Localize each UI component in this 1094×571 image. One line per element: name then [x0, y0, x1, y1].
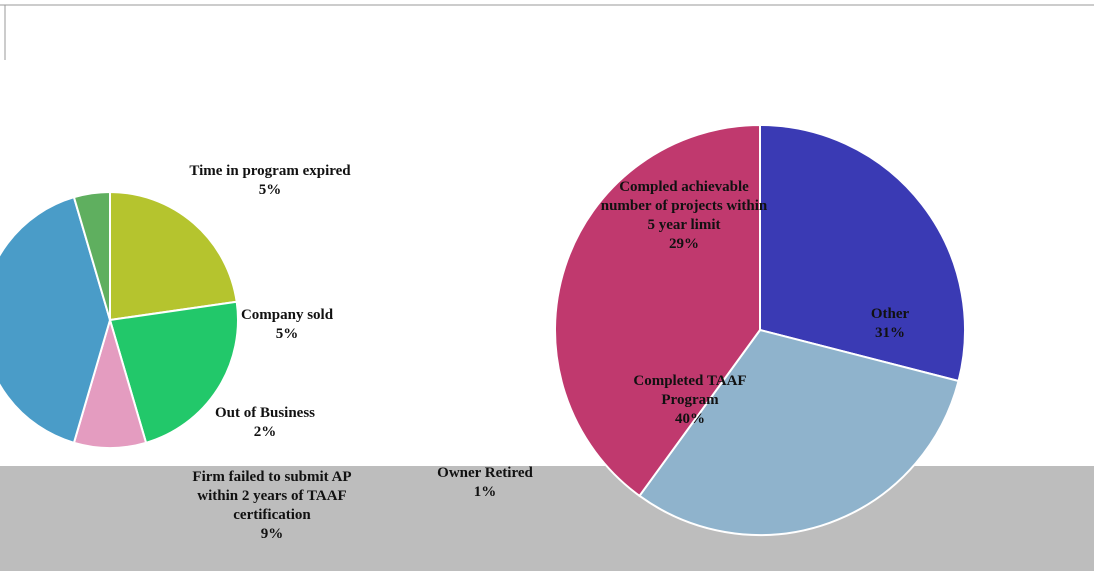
category-label: Completed TAAF Program [633, 373, 747, 408]
pie-slice [108, 300, 239, 445]
slice-label: Time in program expired 5% [160, 162, 380, 200]
value-label: 31% [875, 325, 905, 341]
pie-slice [72, 190, 111, 321]
pie-slice [554, 123, 761, 498]
pie-slice [759, 123, 966, 383]
background-band [0, 466, 1094, 571]
slice-label: Out of Business 2% [185, 404, 345, 442]
value-label: 5% [275, 326, 299, 342]
category-label: Other [870, 306, 910, 322]
slice-label: Completed TAAF Program 40% [615, 372, 765, 429]
value-label: 9% [260, 526, 284, 542]
value-label: 5% [258, 182, 282, 198]
slice-label: Compled achievable number of projects wi… [599, 178, 769, 254]
pie-slice [109, 190, 238, 322]
pie-slice [0, 195, 112, 445]
category-label: Owner Retired [437, 465, 533, 481]
slice-label: Firm failed to submit AP within 2 years … [177, 468, 367, 544]
value-label: 2% [253, 424, 277, 440]
slice-label: Other 31% [830, 305, 950, 343]
category-label: Company sold [240, 307, 334, 323]
value-label: 1% [473, 484, 497, 500]
slice-label: Owner Retired 1% [405, 464, 565, 502]
category-label: Out of Business [214, 405, 316, 421]
value-label: 29% [669, 236, 699, 252]
category-label: Time in program expired [189, 163, 351, 179]
slice-label: Company sold 5% [207, 306, 367, 344]
category-label: Compled achievable number of projects wi… [600, 179, 768, 233]
value-label: 40% [675, 411, 705, 427]
pie-slice [638, 328, 960, 536]
category-label: Firm failed to submit AP within 2 years … [192, 469, 352, 523]
